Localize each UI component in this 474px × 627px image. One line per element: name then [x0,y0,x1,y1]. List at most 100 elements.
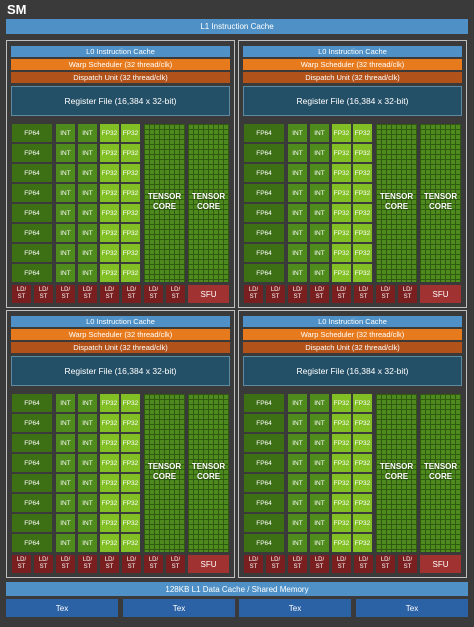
int-unit: INT [56,264,75,282]
int-unit: INT [310,454,329,472]
tensor-core-label-line2: CORE [384,472,409,481]
fp32-unit: FP32 [121,244,140,262]
fp32-unit: FP32 [100,264,119,282]
int-unit: INT [56,244,75,262]
fp32-unit: FP32 [353,534,372,552]
fp32-unit: FP32 [353,474,372,492]
fp32-unit: FP32 [121,474,140,492]
ld-label: LD/ [314,557,325,563]
ld-label: LD/ [170,287,181,293]
l0-instruction-cache: L0 Instruction Cache [243,316,462,327]
fp32-unit: FP32 [353,124,372,142]
int-unit: INT [310,394,329,412]
sfu-unit: SFU [188,555,229,573]
fp64-unit: FP64 [12,244,52,262]
tensor-core-label-line1: TENSOR [147,462,182,471]
fp32-unit: FP32 [332,514,351,532]
ld-label: LD/ [358,287,369,293]
fp32-unit: FP32 [121,494,140,512]
int-unit: INT [310,414,329,432]
fp32-unit: FP32 [353,454,372,472]
int-unit: INT [288,534,307,552]
ld-label: LD/ [270,287,281,293]
st-label: ST [249,564,258,570]
tensor-core: TENSOR CORE [420,394,461,552]
st-label: ST [17,564,26,570]
st-label: ST [83,564,92,570]
tensor-core: TENSOR CORE [420,124,461,282]
fp32-unit: FP32 [100,204,119,222]
ld-label: LD/ [380,557,391,563]
fp32-unit: FP32 [100,184,119,202]
tensor-core-label-line1: TENSOR [379,462,414,471]
st-label: ST [105,294,114,300]
fp64-unit: FP64 [12,514,52,532]
st-label: ST [127,564,136,570]
int-unit: INT [310,474,329,492]
ld-st-unit: LD/ST [332,285,351,303]
l0-instruction-cache: L0 Instruction Cache [243,46,462,57]
tensor-core: TENSOR CORE [144,124,185,282]
sfu-unit: SFU [188,285,229,303]
tensor-core-label-line2: CORE [428,202,453,211]
int-unit: INT [56,164,75,182]
dispatch-unit: Dispatch Unit (32 thread/clk) [243,72,462,83]
register-file: Register File (16,384 x 32-bit) [11,356,230,386]
fp32-unit: FP32 [353,414,372,432]
ld-label: LD/ [38,287,49,293]
fp32-unit: FP32 [121,434,140,452]
int-unit: INT [310,164,329,182]
int-unit: INT [288,434,307,452]
ld-st-unit: LD/ST [244,285,263,303]
tensor-core: TENSOR CORE [376,394,417,552]
ld-label: LD/ [292,557,303,563]
fp32-unit: FP32 [332,144,351,162]
fp32-unit: FP32 [100,124,119,142]
st-label: ST [293,294,302,300]
fp32-unit: FP32 [100,534,119,552]
st-label: ST [315,564,324,570]
fp32-unit: FP32 [332,204,351,222]
st-label: ST [83,294,92,300]
fp32-unit: FP32 [100,394,119,412]
fp32-unit: FP32 [332,164,351,182]
st-label: ST [171,294,180,300]
fp32-unit: FP32 [332,414,351,432]
register-file: Register File (16,384 x 32-bit) [243,356,462,386]
int-unit: INT [56,184,75,202]
ld-label: LD/ [82,287,93,293]
ld-st-unit: LD/ST [266,555,285,573]
int-unit: INT [56,514,75,532]
int-unit: INT [288,184,307,202]
fp64-unit: FP64 [12,124,52,142]
tensor-core-label-line2: CORE [152,202,177,211]
ld-label: LD/ [16,557,27,563]
ld-label: LD/ [380,287,391,293]
fp64-unit: FP64 [12,144,52,162]
st-label: ST [127,294,136,300]
int-unit: INT [288,124,307,142]
ld-st-unit: LD/ST [56,555,75,573]
tex-unit: Tex [123,599,235,617]
ld-st-unit: LD/ST [100,555,119,573]
ld-st-unit: LD/ST [288,555,307,573]
ld-label: LD/ [336,287,347,293]
fp32-unit: FP32 [121,144,140,162]
ld-st-unit: LD/ST [12,285,31,303]
ld-st-unit: LD/ST [288,285,307,303]
ld-label: LD/ [292,287,303,293]
fp64-unit: FP64 [244,474,284,492]
int-unit: INT [78,204,97,222]
fp64-unit: FP64 [244,264,284,282]
warp-scheduler: Warp Scheduler (32 thread/clk) [11,59,230,70]
ld-label: LD/ [270,557,281,563]
fp32-unit: FP32 [100,414,119,432]
ld-st-unit: LD/ST [78,555,97,573]
ld-st-unit: LD/ST [310,555,329,573]
fp64-unit: FP64 [244,144,284,162]
tensor-core-label: TENSOR CORE [376,462,417,482]
int-unit: INT [310,184,329,202]
l1-instruction-cache: L1 Instruction Cache [6,19,468,34]
tensor-core-label: TENSOR CORE [376,192,417,212]
int-unit: INT [288,454,307,472]
